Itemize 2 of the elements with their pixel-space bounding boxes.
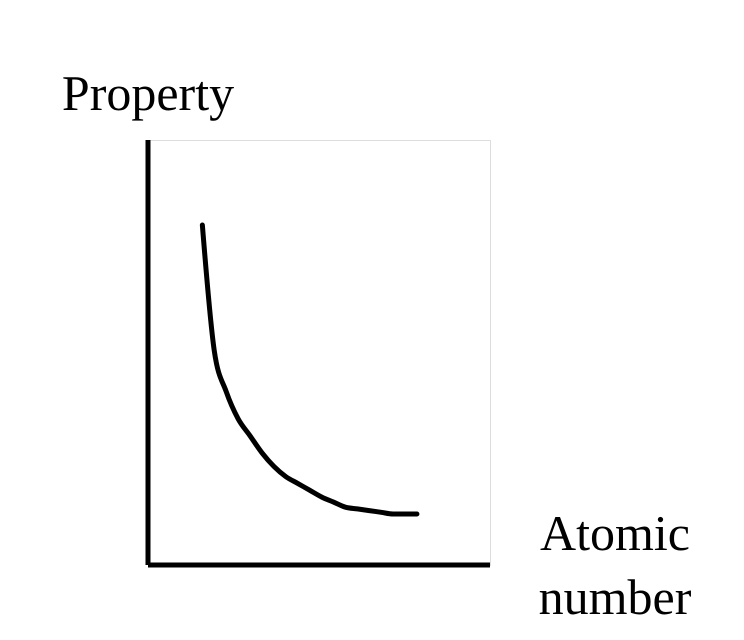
- x-axis-title: Atomic number: [538, 505, 692, 625]
- y-axis-title: Property: [62, 65, 234, 121]
